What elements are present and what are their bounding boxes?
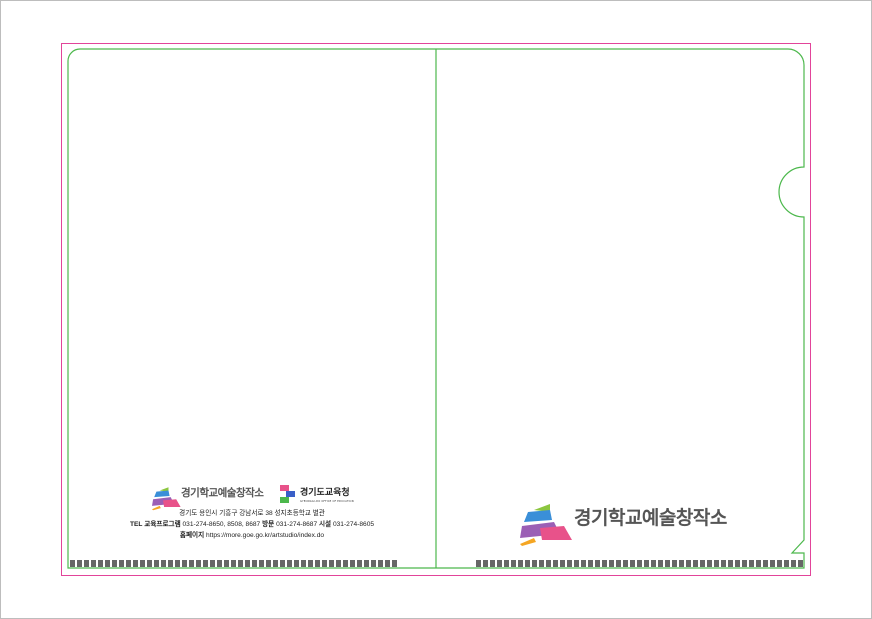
edu-office-logo-mark bbox=[280, 485, 295, 503]
tel-label: TEL bbox=[129, 521, 143, 528]
homepage-label: 홈페이지 bbox=[179, 532, 205, 539]
contact-line: TEL 교육프로그램 031-274-8650, 8508, 8687 방문 0… bbox=[72, 520, 432, 529]
left-dash-strip bbox=[69, 560, 399, 567]
homepage-url[interactable]: https://more.goe.go.kr/artstudio/index.d… bbox=[206, 532, 325, 539]
program-phone: 031-274-8650, 8508, 8687 bbox=[182, 521, 261, 528]
visit-label: 방문 bbox=[262, 521, 275, 528]
art-studio-logo-mark-small bbox=[152, 487, 181, 511]
trim-border bbox=[61, 43, 811, 576]
facility-label: 시설 bbox=[318, 521, 332, 528]
art-studio-logo-mark bbox=[520, 504, 572, 546]
program-label: 교육프로그램 bbox=[144, 521, 181, 528]
visit-phone: 031-274-8687 bbox=[276, 521, 318, 528]
edu-office-subtitle: GYEONGGI-DO OFFICE OF EDUCATION bbox=[300, 500, 354, 503]
homepage-line: 홈페이지 https://more.goe.go.kr/artstudio/in… bbox=[72, 531, 432, 540]
address: 경기도 용인시 기흥구 강남서로 38 성지초등학교 별관 bbox=[179, 510, 325, 517]
left-logo-text: 경기학교예술창작소 bbox=[181, 487, 264, 499]
folder-outline bbox=[67, 48, 805, 569]
edu-office-name: 경기도교육청 bbox=[300, 488, 350, 498]
right-logo-text: 경기학교예술창작소 bbox=[574, 507, 727, 529]
right-dash-strip bbox=[476, 560, 804, 567]
facility-phone: 031-274-8605 bbox=[332, 521, 375, 528]
